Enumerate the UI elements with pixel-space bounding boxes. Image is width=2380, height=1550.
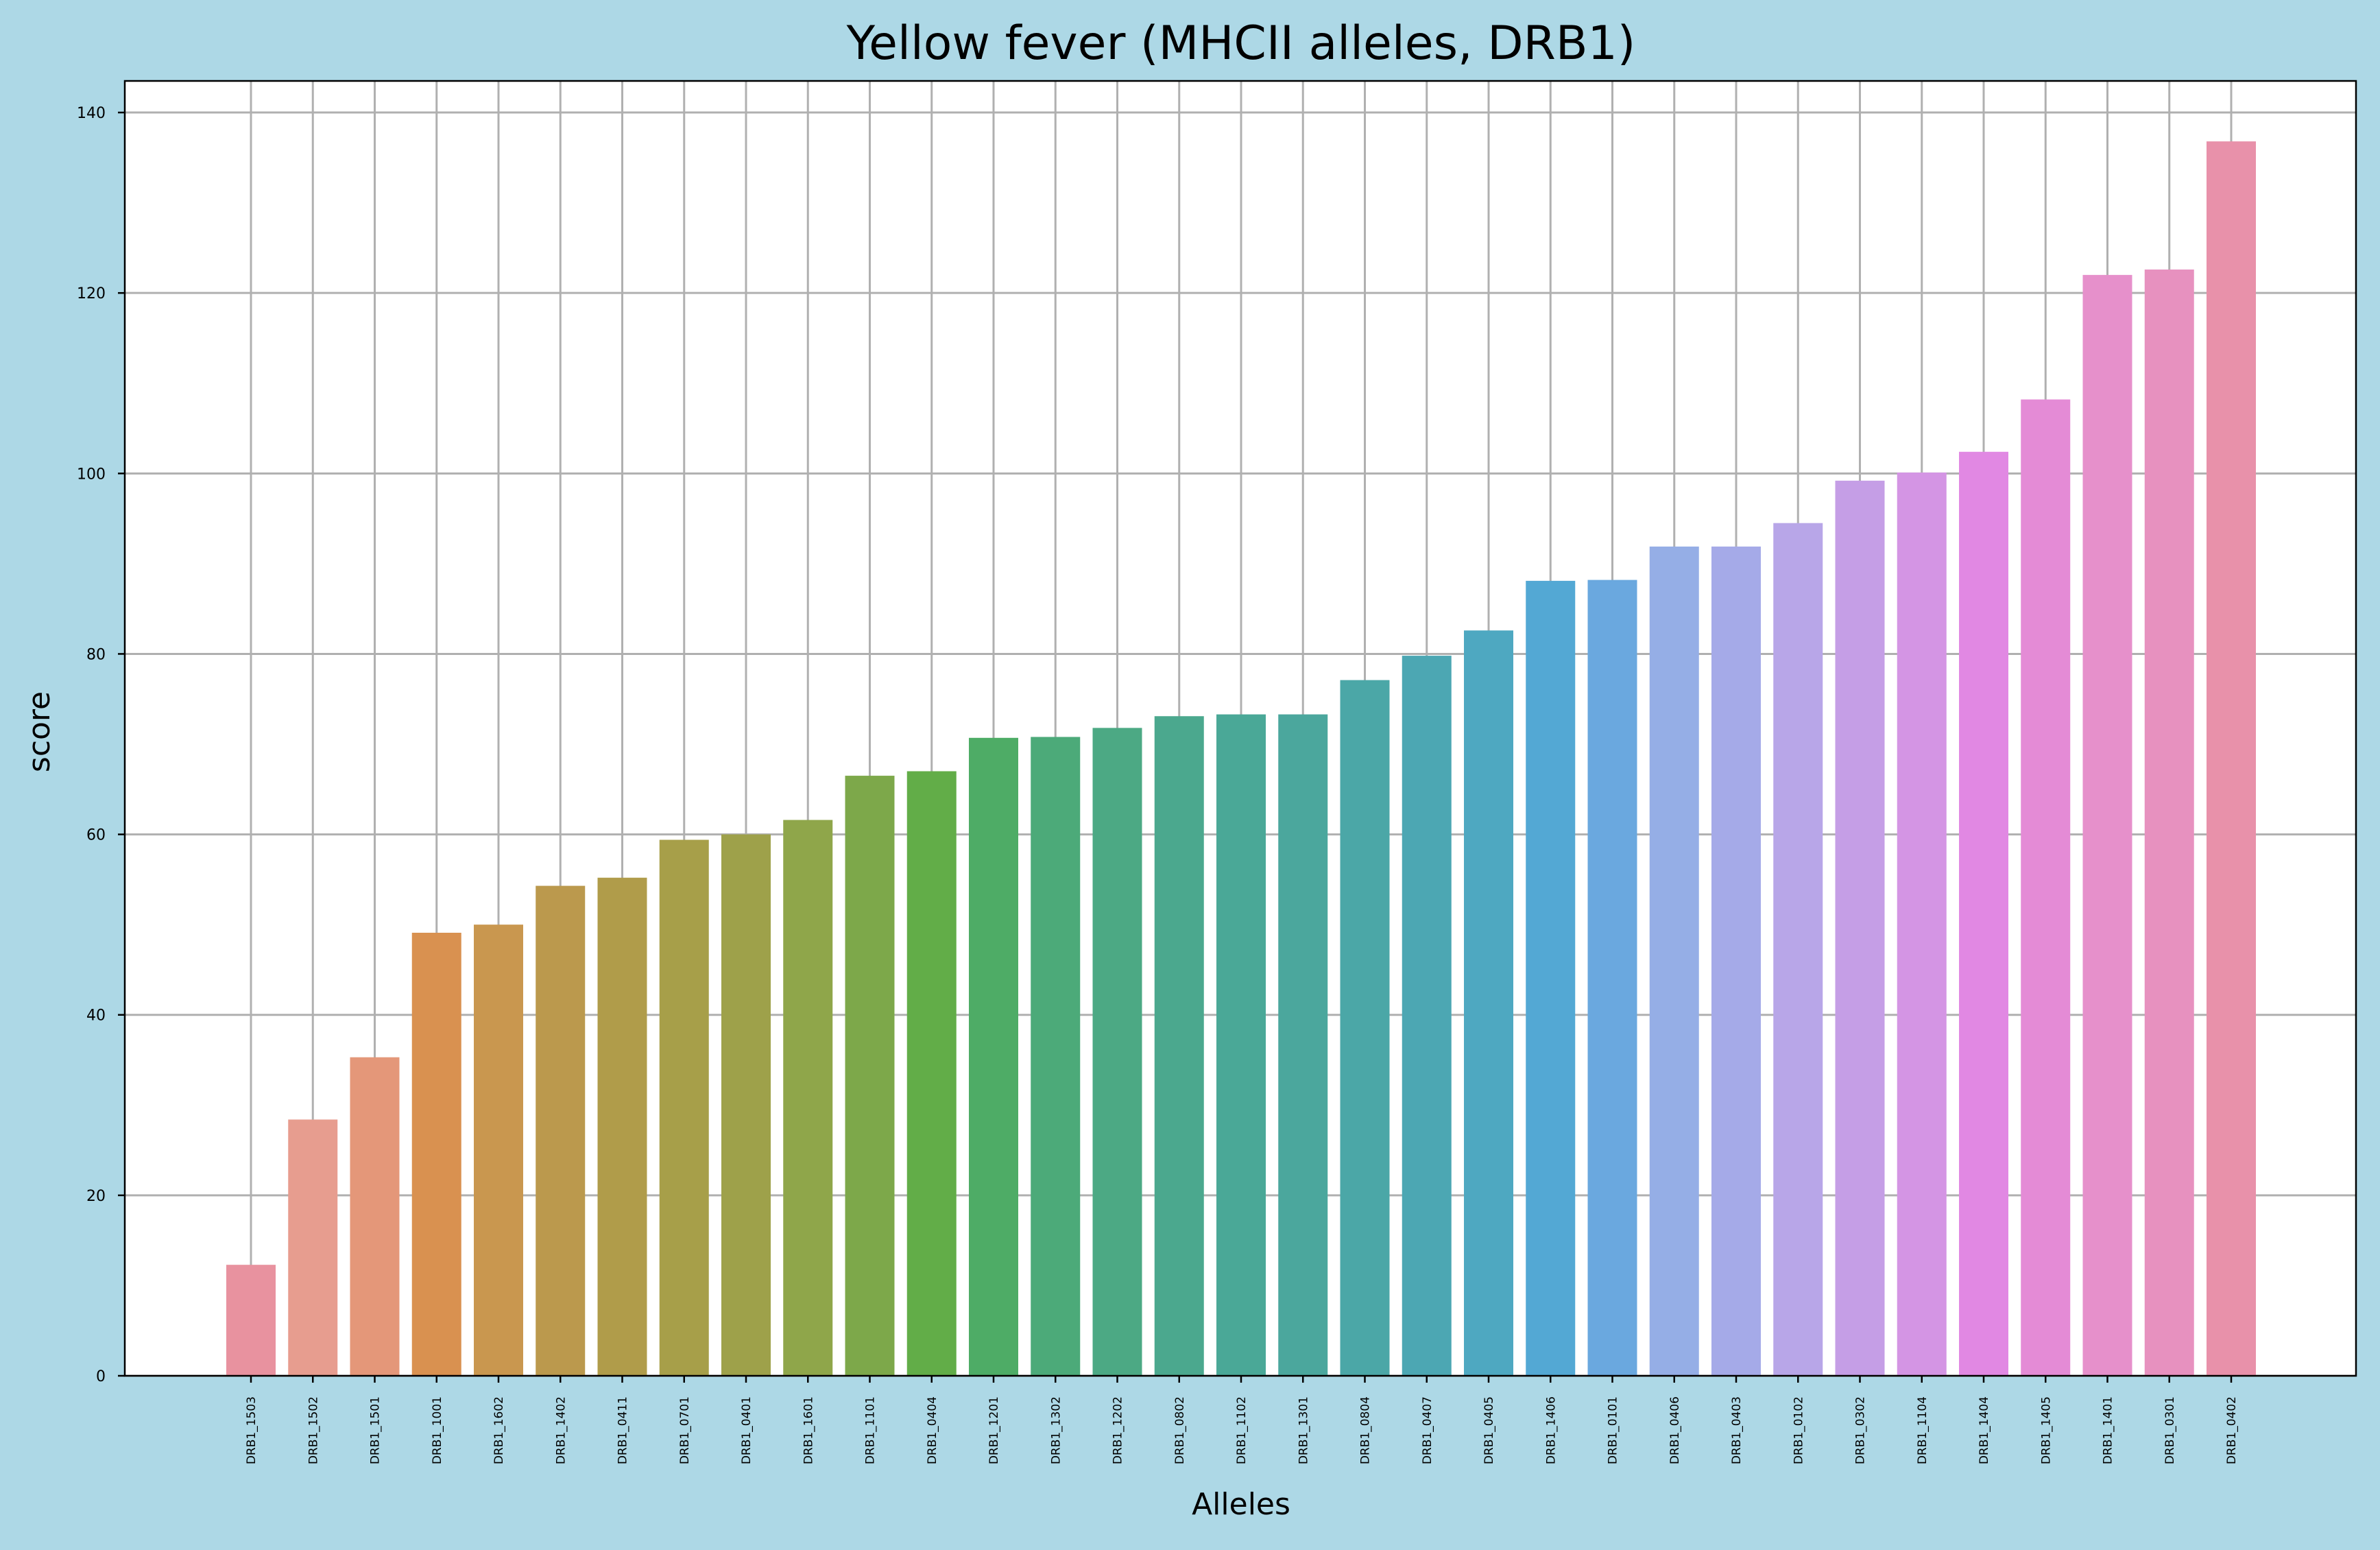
bar-drb1-1001 [411, 933, 461, 1376]
bar-drb1-1202 [1092, 728, 1142, 1376]
y-tick-label: 20 [86, 1188, 106, 1205]
bar-drb1-1402 [536, 885, 586, 1376]
y-tick-label: 0 [96, 1368, 106, 1385]
bar-drb1-1406 [1526, 580, 1576, 1376]
y-axis-ticks: 0 20 40 60 80 100 120 140 [77, 105, 125, 1385]
x-tick-label: DRB1_1302 [1049, 1396, 1063, 1464]
x-tick-label: DRB1_1202 [1111, 1396, 1125, 1464]
y-tick-label: 140 [77, 105, 106, 122]
x-tick-label: DRB1_0403 [1730, 1396, 1744, 1464]
x-tick-label: DRB1_0102 [1792, 1396, 1805, 1464]
x-tick-label: DRB1_1405 [2039, 1396, 2053, 1464]
x-tick-label: DRB1_0404 [926, 1396, 939, 1464]
bar-drb1-1104 [1897, 473, 1947, 1376]
x-tick-label: DRB1_0407 [1421, 1396, 1434, 1464]
x-tick-label: DRB1_0802 [1173, 1396, 1187, 1464]
x-tick-label: DRB1_1101 [864, 1396, 878, 1464]
bar-drb1-0402 [2207, 141, 2256, 1376]
x-tick-label: DRB1_1406 [1544, 1396, 1558, 1464]
x-tick-label: DRB1_1602 [492, 1396, 506, 1464]
x-tick-label: DRB1_0411 [616, 1396, 630, 1464]
bar-drb1-1302 [1031, 737, 1081, 1376]
bar-drb1-1503 [226, 1265, 276, 1376]
x-tick-label: DRB1_0804 [1359, 1396, 1373, 1464]
bar-drb1-0101 [1587, 580, 1637, 1376]
bar-drb1-1601 [783, 820, 833, 1376]
x-tick-label: DRB1_1503 [245, 1396, 259, 1464]
bar-drb1-0804 [1340, 680, 1390, 1376]
y-tick-label: 40 [86, 1007, 106, 1025]
bar-drb1-1301 [1278, 714, 1328, 1376]
y-axis-label: score [22, 691, 57, 772]
x-tick-label: DRB1_1102 [1235, 1396, 1249, 1464]
bar-drb1-0405 [1464, 630, 1513, 1376]
bar-drb1-1101 [845, 776, 895, 1376]
x-tick-label: DRB1_1001 [431, 1396, 444, 1464]
bar-drb1-0404 [906, 771, 957, 1376]
bar-drb1-1602 [474, 925, 523, 1376]
x-tick-label: DRB1_1501 [369, 1396, 383, 1464]
x-tick-label: DRB1_1502 [306, 1396, 320, 1464]
bar-drb1-1102 [1216, 714, 1266, 1376]
x-tick-label: DRB1_1301 [1297, 1396, 1310, 1464]
bar-drb1-0411 [597, 877, 647, 1376]
bar-drb1-1405 [2021, 399, 2071, 1376]
x-tick-label: DRB1_0402 [2225, 1396, 2239, 1464]
bar-drb1-1201 [969, 737, 1018, 1376]
x-tick-label: DRB1_0406 [1668, 1396, 1682, 1464]
x-tick-label: DRB1_1402 [554, 1396, 568, 1464]
x-tick-label: DRB1_1601 [802, 1396, 815, 1464]
bar-drb1-0403 [1711, 546, 1761, 1376]
y-tick-label: 100 [77, 466, 106, 483]
bar-drb1-1501 [350, 1057, 400, 1376]
x-tick-label: DRB1_0302 [1854, 1396, 1868, 1464]
x-tick-label: DRB1_0101 [1607, 1396, 1620, 1464]
x-tick-label: DRB1_1104 [1916, 1396, 1930, 1464]
y-tick-label: 60 [86, 827, 106, 844]
x-tick-label: DRB1_0701 [678, 1396, 692, 1464]
bars [226, 141, 2256, 1376]
bar-drb1-0802 [1154, 716, 1204, 1376]
x-axis-label: Alleles [1192, 1487, 1290, 1522]
bar-drb1-1502 [288, 1119, 338, 1376]
bar-drb1-0701 [659, 839, 709, 1376]
bar-drb1-0102 [1773, 523, 1823, 1376]
bar-drb1-1401 [2082, 274, 2132, 1376]
x-tick-label: DRB1_0401 [740, 1396, 754, 1464]
bar-drb1-0401 [721, 834, 771, 1376]
bar-drb1-1404 [1959, 451, 2008, 1376]
x-axis-ticks: DRB1_1503 DRB1_1502 DRB1_1501 DRB1_1001 DRB1… [245, 1376, 2239, 1464]
bar-drb1-0302 [1835, 480, 1885, 1376]
y-tick-label: 80 [86, 646, 106, 663]
chart-title: Yellow fever (MHCII alleles, DRB1) [846, 16, 1636, 71]
bar-drb1-0407 [1402, 656, 1452, 1376]
x-tick-label: DRB1_1201 [987, 1396, 1001, 1464]
x-tick-label: DRB1_1401 [2102, 1396, 2115, 1464]
y-tick-label: 120 [77, 285, 106, 302]
bar-drb1-0406 [1649, 546, 1699, 1376]
x-tick-label: DRB1_0301 [2163, 1396, 2177, 1464]
x-tick-label: DRB1_0405 [1482, 1396, 1496, 1464]
plot-frame [123, 80, 2357, 1377]
bar-drb1-0301 [2144, 269, 2194, 1376]
x-tick-label: DRB1_1404 [1978, 1396, 1991, 1464]
